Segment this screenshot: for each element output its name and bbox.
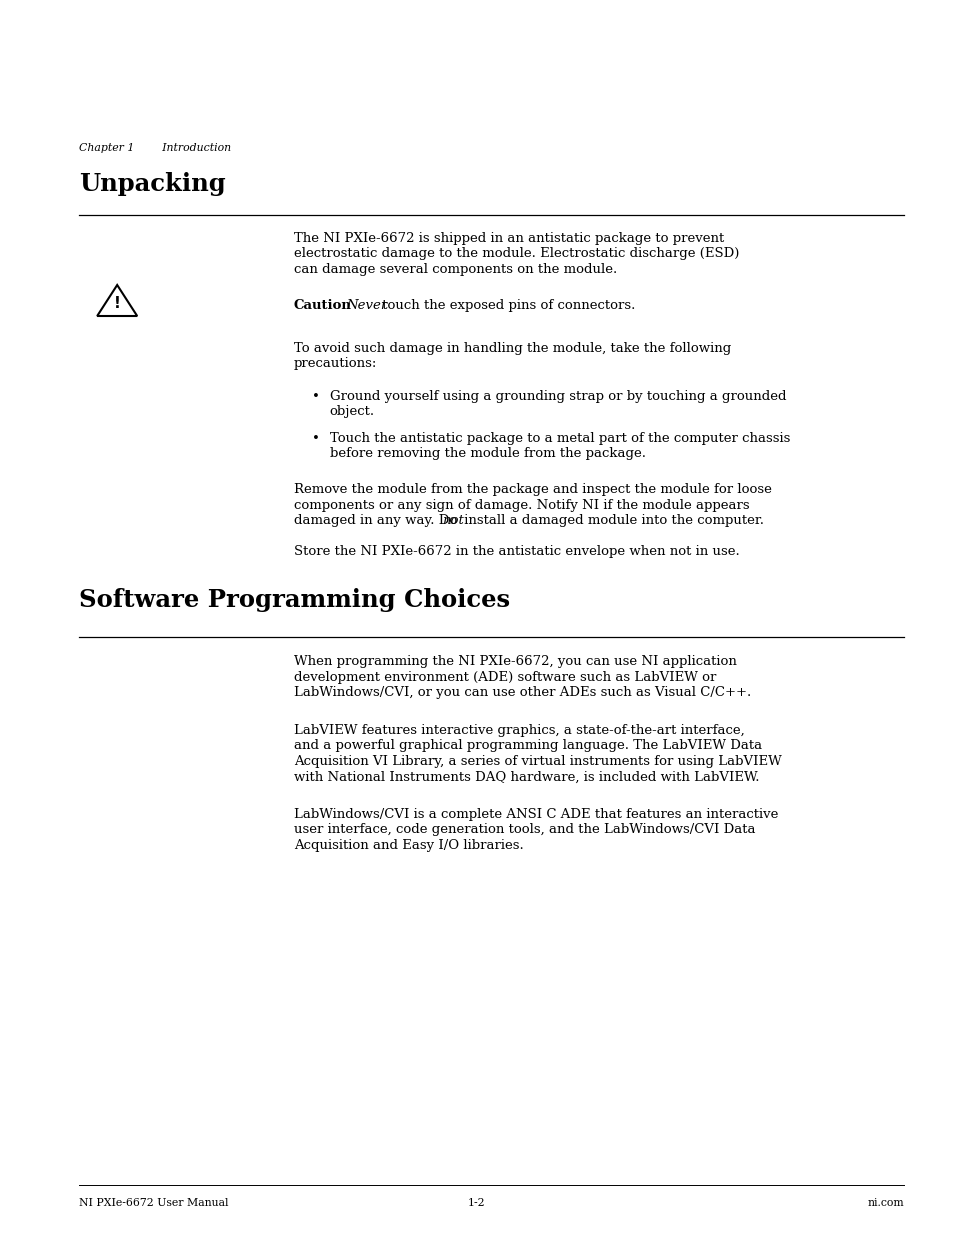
Text: object.: object.	[330, 405, 375, 419]
Text: before removing the module from the package.: before removing the module from the pack…	[330, 447, 645, 461]
Text: •: •	[312, 390, 319, 403]
Text: precautions:: precautions:	[294, 357, 376, 370]
Text: Software Programming Choices: Software Programming Choices	[79, 588, 510, 613]
Text: LabWindows/CVI is a complete ANSI C ADE that features an interactive: LabWindows/CVI is a complete ANSI C ADE …	[294, 808, 778, 821]
Text: •: •	[312, 432, 319, 445]
Text: user interface, code generation tools, and the LabWindows/CVI Data: user interface, code generation tools, a…	[294, 824, 755, 836]
Text: damaged in any way. Do: damaged in any way. Do	[294, 514, 461, 527]
Text: ni.com: ni.com	[867, 1198, 903, 1208]
Text: Acquisition VI Library, a series of virtual instruments for using LabVIEW: Acquisition VI Library, a series of virt…	[294, 755, 781, 768]
Text: Caution: Caution	[294, 299, 352, 312]
Text: LabWindows/CVI, or you can use other ADEs such as Visual C/C++.: LabWindows/CVI, or you can use other ADE…	[294, 685, 750, 699]
Text: not: not	[441, 514, 463, 527]
Text: NI PXIe-6672 User Manual: NI PXIe-6672 User Manual	[79, 1198, 229, 1208]
Text: Ground yourself using a grounding strap or by touching a grounded: Ground yourself using a grounding strap …	[330, 390, 785, 403]
Text: Touch the antistatic package to a metal part of the computer chassis: Touch the antistatic package to a metal …	[330, 432, 789, 445]
Text: install a damaged module into the computer.: install a damaged module into the comput…	[459, 514, 763, 527]
Text: components or any sign of damage. Notify NI if the module appears: components or any sign of damage. Notify…	[294, 499, 749, 511]
Text: Acquisition and Easy I/O libraries.: Acquisition and Easy I/O libraries.	[294, 839, 523, 852]
Text: Unpacking: Unpacking	[79, 172, 226, 196]
Text: touch the exposed pins of connectors.: touch the exposed pins of connectors.	[377, 299, 635, 312]
Text: Chapter 1        Introduction: Chapter 1 Introduction	[79, 143, 231, 153]
Text: Store the NI PXIe-6672 in the antistatic envelope when not in use.: Store the NI PXIe-6672 in the antistatic…	[294, 545, 739, 558]
Text: electrostatic damage to the module. Electrostatic discharge (ESD): electrostatic damage to the module. Elec…	[294, 247, 739, 261]
Text: Never: Never	[346, 299, 387, 312]
Text: Remove the module from the package and inspect the module for loose: Remove the module from the package and i…	[294, 483, 771, 496]
Text: To avoid such damage in handling the module, take the following: To avoid such damage in handling the mod…	[294, 342, 730, 354]
Text: The NI PXIe-6672 is shipped in an antistatic package to prevent: The NI PXIe-6672 is shipped in an antist…	[294, 232, 723, 245]
Text: and a powerful graphical programming language. The LabVIEW Data: and a powerful graphical programming lan…	[294, 740, 761, 752]
Text: When programming the NI PXIe-6672, you can use NI application: When programming the NI PXIe-6672, you c…	[294, 655, 736, 668]
Text: development environment (ADE) software such as LabVIEW or: development environment (ADE) software s…	[294, 671, 716, 683]
Text: 1-2: 1-2	[468, 1198, 485, 1208]
Text: !: !	[113, 295, 120, 310]
Text: can damage several components on the module.: can damage several components on the mod…	[294, 263, 617, 275]
Text: with National Instruments DAQ hardware, is included with LabVIEW.: with National Instruments DAQ hardware, …	[294, 771, 759, 783]
Text: LabVIEW features interactive graphics, a state-of-the-art interface,: LabVIEW features interactive graphics, a…	[294, 724, 743, 737]
